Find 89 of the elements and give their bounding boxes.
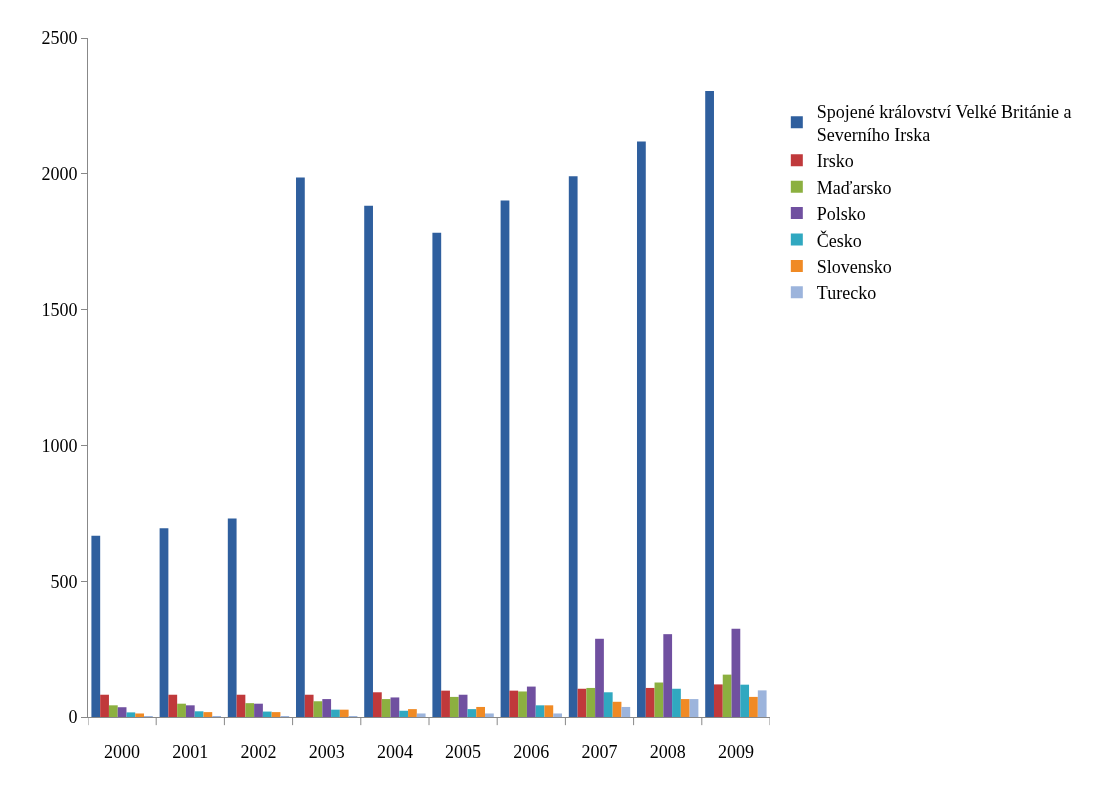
bar: [535, 705, 545, 717]
bar: [126, 712, 136, 717]
x-tick-label: 2003: [308, 741, 345, 762]
legend-label: Česko: [816, 229, 862, 251]
bar: [245, 703, 255, 717]
bar: [645, 687, 655, 717]
bar: [637, 141, 646, 717]
bar: [722, 674, 732, 717]
legend-label: Polsko: [816, 204, 866, 225]
y-tick-label: 2500: [41, 28, 78, 49]
bar: [500, 200, 510, 717]
x-tick-label: 2005: [445, 741, 482, 762]
bar: [509, 690, 519, 717]
bar: [100, 694, 109, 717]
y-tick-label: 0: [68, 707, 78, 728]
bar: [194, 711, 204, 717]
bar: [372, 692, 382, 717]
bar: [441, 690, 450, 717]
x-tick-label: 2000: [104, 741, 141, 762]
x-tick-label: 2004: [376, 741, 413, 762]
bar: [518, 691, 527, 717]
bar: [603, 692, 613, 717]
x-tick-label: 2009: [717, 741, 754, 762]
bar: [485, 713, 494, 717]
bar: [390, 697, 400, 717]
bar: [553, 713, 562, 717]
x-tick-label: 2002: [240, 741, 277, 762]
bar: [595, 638, 604, 717]
bar: [458, 694, 468, 717]
bar: [757, 690, 767, 717]
bar: [577, 688, 587, 717]
bar: [689, 699, 699, 717]
y-tick-label: 1000: [41, 435, 78, 456]
bar: [663, 634, 673, 717]
bar: [271, 712, 281, 717]
x-tick-label: 2001: [172, 741, 209, 762]
bar: [526, 686, 536, 717]
bar: [449, 696, 459, 717]
bar: [544, 705, 554, 717]
bar: [117, 707, 127, 717]
bar: [680, 699, 690, 717]
bar: [339, 709, 349, 717]
y-tick-label: 2000: [41, 164, 78, 185]
y-tick-label: 500: [50, 571, 78, 592]
legend-label: Turecko: [816, 283, 877, 304]
bar: [262, 711, 272, 717]
bar: [586, 687, 596, 717]
bar: [364, 205, 373, 717]
bar: [296, 177, 305, 717]
bar: [177, 703, 186, 717]
legend-label: Slovensko: [816, 256, 892, 277]
bar: [705, 90, 714, 717]
bar: [135, 713, 145, 717]
bar: [432, 232, 442, 717]
bar: [621, 706, 631, 717]
bar: [159, 528, 169, 717]
bar: [227, 518, 237, 717]
bar: [731, 628, 741, 717]
x-tick-label: 2008: [649, 741, 686, 762]
bar: [381, 699, 391, 717]
y-tick-label: 1500: [41, 299, 78, 320]
bar: [749, 696, 758, 717]
bar: [467, 709, 477, 717]
bar: [91, 535, 101, 717]
legend-label: Spojené království Velké Británie a Severního Irska: [816, 101, 1072, 145]
bar: [185, 705, 195, 717]
legend-label: Irsko: [816, 151, 854, 172]
bar: [408, 709, 417, 717]
bar: [236, 694, 246, 717]
bar: [568, 176, 578, 717]
bar: [203, 712, 213, 717]
bar: [313, 701, 323, 717]
bar: [672, 688, 681, 717]
bar: [612, 701, 622, 717]
bar: [168, 694, 178, 717]
bar: [476, 706, 486, 717]
bar: [254, 703, 263, 717]
x-tick-label: 2006: [513, 741, 550, 762]
legend-label: Maďarsko: [816, 177, 892, 198]
bar: [713, 684, 723, 717]
x-tick-label: 2007: [581, 741, 618, 762]
bar: [740, 684, 750, 717]
bar: [399, 710, 409, 717]
bar: [654, 682, 664, 717]
bar: [331, 709, 340, 717]
bar: [108, 705, 118, 717]
bar: [416, 713, 426, 717]
bar: [304, 694, 314, 717]
bar: [322, 699, 332, 717]
